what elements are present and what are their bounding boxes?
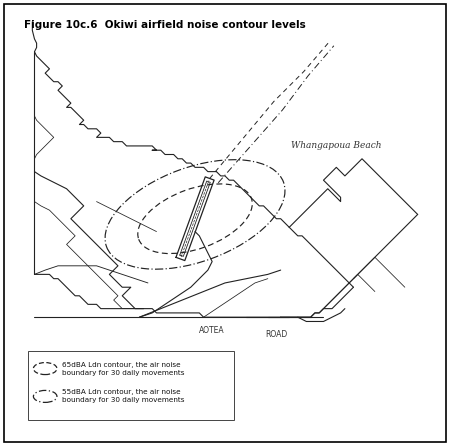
Text: Whangapoua Beach: Whangapoua Beach	[291, 141, 382, 150]
Text: 55dBA Ldn contour, the air noise
boundary for 30 daily movements: 55dBA Ldn contour, the air noise boundar…	[62, 389, 185, 403]
Text: ROAD: ROAD	[265, 330, 288, 339]
Text: AOTEA: AOTEA	[199, 326, 225, 334]
Text: Figure 10c.6  Okiwi airfield noise contour levels: Figure 10c.6 Okiwi airfield noise contou…	[24, 20, 306, 29]
Bar	[28, 351, 234, 420]
Text: 65dBA Ldn contour, the air noise
boundary for 30 daily movements: 65dBA Ldn contour, the air noise boundar…	[62, 362, 185, 376]
